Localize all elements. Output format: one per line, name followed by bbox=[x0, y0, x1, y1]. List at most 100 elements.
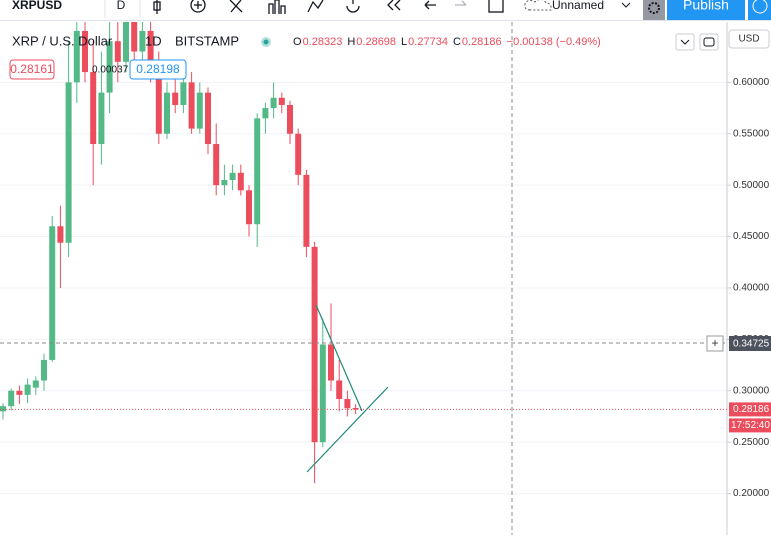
grid bbox=[0, 81, 727, 495]
currency-button[interactable] bbox=[728, 29, 770, 49]
cloud-icon bbox=[524, 0, 552, 11]
price-label-bg bbox=[729, 402, 771, 417]
ohlc-value: 0.28323 bbox=[303, 36, 343, 48]
candle-body bbox=[237, 172, 244, 191]
candle-body bbox=[180, 82, 187, 105]
symbol-button[interactable]: XRPUSD bbox=[12, 0, 62, 12]
spread: 0.00037 bbox=[92, 65, 129, 76]
last-price: 0.28186 bbox=[733, 404, 770, 415]
candle-body bbox=[131, 22, 138, 52]
candle-body bbox=[65, 82, 72, 243]
candle-body bbox=[229, 172, 236, 181]
candle-body bbox=[319, 344, 326, 443]
plus-icon: + bbox=[711, 336, 718, 350]
ohlc-value: 0.27734 bbox=[408, 36, 448, 48]
trend-line bbox=[306, 386, 389, 473]
symbol-name: XRP / U.S. Dollar bbox=[12, 33, 113, 48]
candle-body bbox=[278, 97, 285, 105]
collapse-button[interactable] bbox=[675, 33, 695, 51]
y-tick-label: 0.55000 bbox=[733, 128, 770, 139]
candle-body bbox=[73, 30, 80, 83]
candle-body bbox=[254, 118, 261, 225]
replay-icon bbox=[752, 0, 768, 14]
candle-body bbox=[106, 41, 113, 93]
resolution: 1D bbox=[145, 33, 162, 48]
candle-body bbox=[188, 82, 195, 129]
candle-body bbox=[311, 246, 318, 443]
y-tick-label: 0.60000 bbox=[733, 77, 770, 88]
sell-price: 0.28161 bbox=[10, 62, 54, 76]
ohlc-legend: O 0.28323 H 0.28698 L 0.27734 C 0.28186 −0.00138… bbox=[293, 36, 601, 48]
redo-icon[interactable] bbox=[455, 0, 467, 6]
toolbar-icons[interactable] bbox=[153, 0, 504, 14]
candle-body bbox=[352, 408, 359, 410]
candle-body bbox=[336, 380, 343, 399]
candle-body bbox=[0, 406, 6, 412]
ohlc-letter: O bbox=[293, 36, 302, 48]
candle-body bbox=[172, 92, 179, 105]
maximize-icon bbox=[703, 37, 715, 47]
replay-button[interactable] bbox=[748, 0, 771, 20]
candle-body bbox=[90, 72, 97, 145]
settings-icon bbox=[648, 2, 660, 14]
candle-body bbox=[82, 30, 88, 73]
ohlc-letter: H bbox=[347, 36, 355, 48]
candle-body bbox=[147, 30, 154, 73]
y-tick-label: 0.40000 bbox=[733, 283, 770, 294]
candle-body bbox=[213, 144, 220, 186]
status-dot-core bbox=[263, 39, 269, 45]
trend-line bbox=[315, 304, 363, 412]
settings-button[interactable] bbox=[643, 0, 665, 20]
candle-body bbox=[32, 380, 39, 388]
candle-body bbox=[303, 174, 310, 247]
candle-body bbox=[49, 226, 56, 360]
interval-button[interactable]: D bbox=[117, 0, 126, 12]
candle-body bbox=[123, 22, 129, 62]
buy-button[interactable] bbox=[129, 59, 187, 80]
y-tick-label: 0.25000 bbox=[733, 437, 770, 448]
price-axis: 0.200000.250000.300000.350000.400000.450… bbox=[727, 77, 770, 499]
buy-price: 0.28198 bbox=[136, 62, 180, 76]
candles bbox=[0, 22, 359, 484]
candle-body bbox=[16, 390, 23, 395]
candle-body bbox=[41, 359, 47, 381]
candle-body bbox=[205, 92, 211, 145]
ohlc-letter: L bbox=[401, 36, 407, 48]
maximize-button[interactable] bbox=[699, 33, 719, 51]
countdown: 17:52:40 bbox=[731, 420, 770, 431]
toolbar bbox=[0, 0, 771, 20]
change: −0.00138 (−0.49%) bbox=[507, 36, 601, 48]
candle-body bbox=[57, 226, 64, 243]
crosshair-price: 0.34725 bbox=[733, 339, 770, 350]
candle-body bbox=[262, 108, 269, 119]
crosshair-label-bg bbox=[729, 336, 771, 351]
y-tick-label: 0.45000 bbox=[733, 231, 770, 242]
sell-button[interactable] bbox=[9, 59, 55, 80]
y-tick-label: 0.20000 bbox=[733, 488, 770, 499]
plus-button[interactable] bbox=[706, 335, 724, 352]
y-tick-label: 0.30000 bbox=[733, 385, 770, 396]
candle-body bbox=[246, 190, 252, 225]
candle-body bbox=[328, 344, 334, 381]
candle-body bbox=[139, 30, 146, 52]
layout-name[interactable]: Unnamed bbox=[552, 0, 604, 12]
dropdown-icon[interactable] bbox=[621, 2, 631, 8]
ohlc-value: 0.28186 bbox=[462, 36, 502, 48]
candle-body bbox=[114, 41, 121, 62]
ohlc-value: 0.28698 bbox=[356, 36, 396, 48]
candle-body bbox=[196, 92, 203, 129]
countdown-bg bbox=[729, 418, 771, 433]
candle-body bbox=[24, 384, 31, 395]
candle-body bbox=[155, 72, 162, 134]
collapse-icon bbox=[680, 39, 690, 45]
candle-body bbox=[8, 390, 15, 407]
ohlc-letter: C bbox=[453, 36, 461, 48]
exchange: BITSTAMP bbox=[175, 33, 239, 48]
candle-body bbox=[295, 133, 302, 175]
publish-label: Publish bbox=[683, 0, 729, 13]
y-tick-label: 0.50000 bbox=[733, 180, 770, 191]
publish-button[interactable] bbox=[667, 0, 745, 20]
candle-body bbox=[344, 398, 351, 409]
candle-body bbox=[164, 92, 170, 134]
